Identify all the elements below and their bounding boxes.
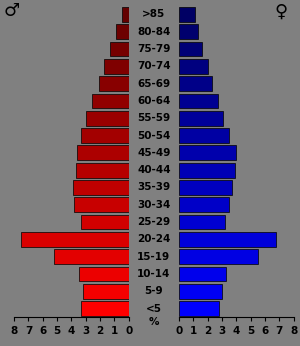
Text: 70-74: 70-74 xyxy=(137,61,171,71)
Bar xyxy=(82,215,129,229)
Bar xyxy=(179,301,219,316)
Bar xyxy=(83,284,129,299)
Bar xyxy=(179,42,202,56)
Text: %: % xyxy=(148,317,159,327)
Text: 55-59: 55-59 xyxy=(137,113,170,123)
Bar xyxy=(179,111,224,126)
Text: >85: >85 xyxy=(142,9,166,19)
Text: 65-69: 65-69 xyxy=(137,79,170,89)
Text: 20-24: 20-24 xyxy=(137,234,171,244)
Text: ♂: ♂ xyxy=(4,2,20,20)
Bar xyxy=(116,24,129,39)
Bar xyxy=(179,249,258,264)
Text: 40-44: 40-44 xyxy=(137,165,171,175)
Bar xyxy=(74,198,129,212)
Bar xyxy=(179,76,212,91)
Bar xyxy=(82,128,129,143)
Bar xyxy=(179,59,208,74)
Bar xyxy=(179,284,222,299)
Bar xyxy=(179,128,229,143)
Text: 15-19: 15-19 xyxy=(137,252,170,262)
Bar xyxy=(179,93,218,108)
Bar xyxy=(92,93,129,108)
Bar xyxy=(179,180,232,195)
Bar xyxy=(21,232,129,247)
Bar xyxy=(73,180,129,195)
Text: 35-39: 35-39 xyxy=(137,182,170,192)
Text: 80-84: 80-84 xyxy=(137,27,171,37)
Bar xyxy=(122,7,129,22)
Bar xyxy=(86,111,129,126)
Text: 60-64: 60-64 xyxy=(137,96,171,106)
Bar xyxy=(179,146,236,160)
Bar xyxy=(79,267,129,281)
Bar xyxy=(179,267,226,281)
Text: 10-14: 10-14 xyxy=(137,269,171,279)
Bar xyxy=(77,146,129,160)
Bar xyxy=(179,198,229,212)
Bar xyxy=(179,232,276,247)
Bar xyxy=(179,24,198,39)
Text: <5: <5 xyxy=(146,304,162,313)
Text: ♀: ♀ xyxy=(275,2,288,20)
Bar xyxy=(54,249,129,264)
Bar xyxy=(76,163,129,177)
Bar xyxy=(179,215,225,229)
Bar xyxy=(110,42,129,56)
Text: 30-34: 30-34 xyxy=(137,200,171,210)
Bar xyxy=(82,301,129,316)
Text: 25-29: 25-29 xyxy=(137,217,170,227)
Text: 50-54: 50-54 xyxy=(137,130,171,140)
Bar xyxy=(104,59,129,74)
Text: 75-79: 75-79 xyxy=(137,44,171,54)
Text: 45-49: 45-49 xyxy=(137,148,171,158)
Bar xyxy=(179,163,235,177)
Bar xyxy=(179,7,195,22)
Text: 5-9: 5-9 xyxy=(145,286,163,296)
Bar xyxy=(99,76,129,91)
